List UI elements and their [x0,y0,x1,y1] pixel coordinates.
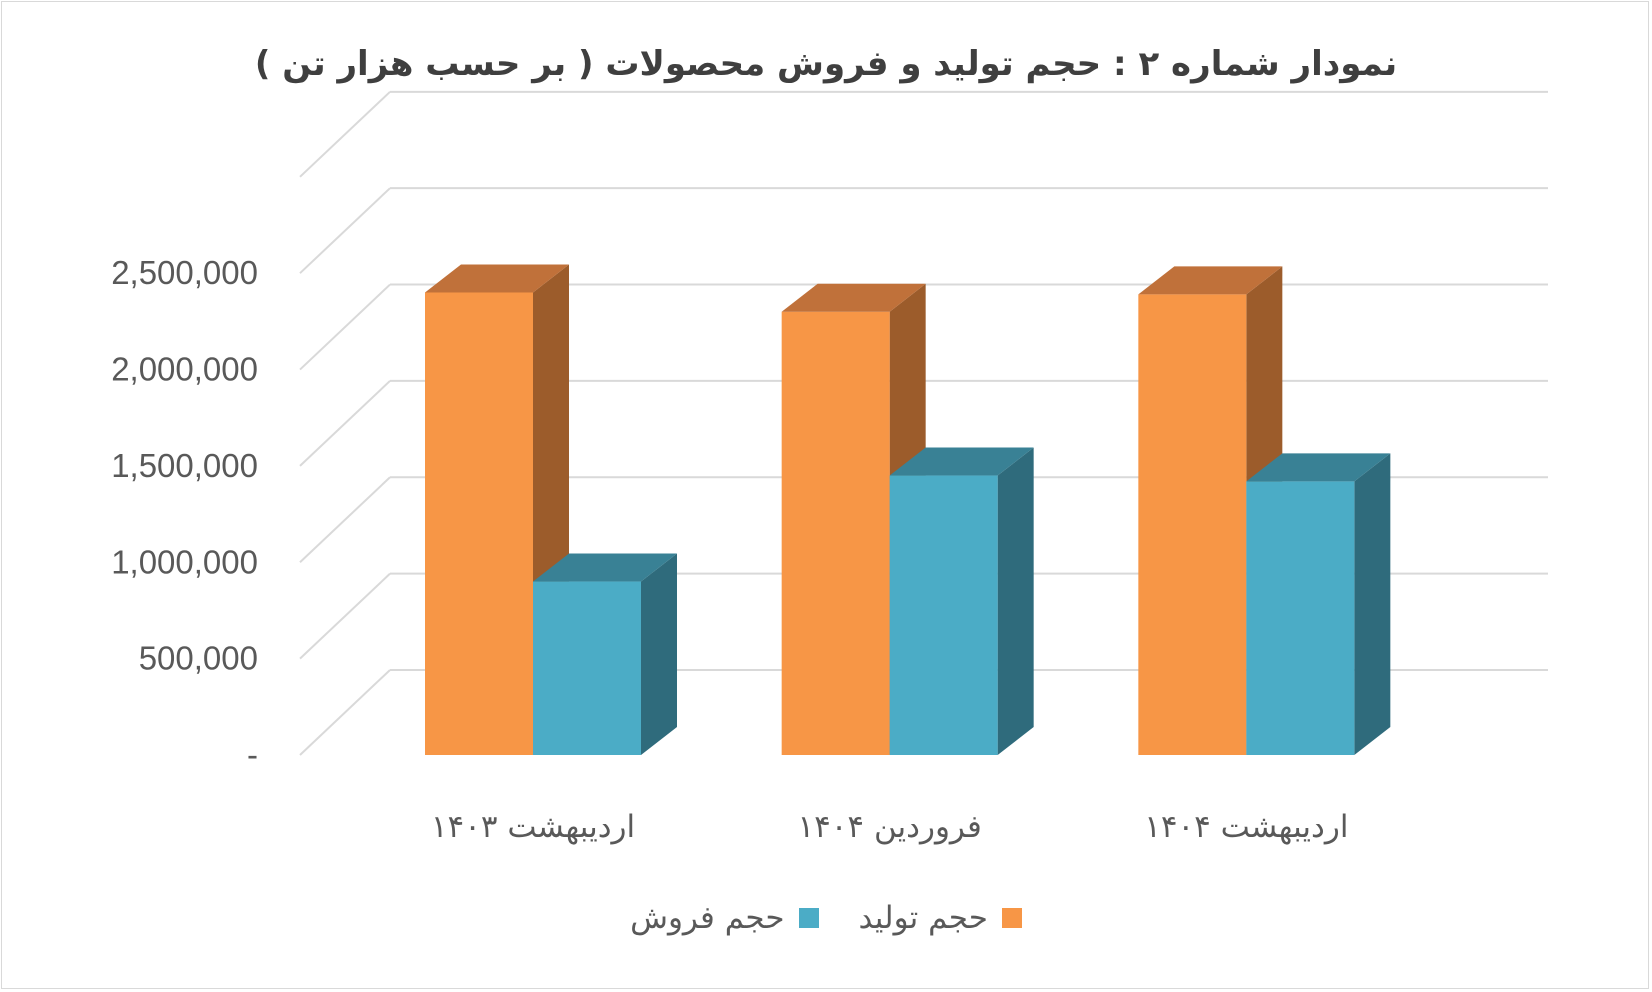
legend-swatch-sales [798,908,819,928]
legend-label-production: حجم تولید [858,900,988,936]
bar-production-front [1138,294,1247,755]
x-axis-ticks: اردیبهشت ۱۴۰۳ فروردین ۱۴۰۴ اردیبهشت ۱۴۰۴ [431,809,1349,845]
gridline-diagonal [299,283,391,371]
legend-item-production: حجم تولید [859,900,1022,936]
x-tick-label: اردیبهشت ۱۴۰۴ [1144,809,1348,845]
y-tick-label: - [247,736,258,773]
gridline-diagonal [299,572,391,660]
bar-sales-side [1354,453,1391,755]
bar-sales-front [1246,481,1355,755]
gridline-diagonal [299,380,391,467]
bar-sales-top [889,447,1034,476]
bar-sales-front [889,475,998,755]
x-tick-label: اردیبهشت ۱۴۰۳ [431,809,635,845]
bar-production-top [1138,266,1283,295]
gridline-diagonal [299,187,391,274]
bar-sales-front [533,581,641,755]
legend: حجم تولید حجم فروش [0,900,1652,936]
y-tick-label: 2,500,000 [111,254,258,291]
legend-swatch-production [1001,908,1022,928]
x-tick-label: فروردین ۱۴۰۴ [797,809,981,845]
chart-title: نمودار شماره ۲ : حجم تولید و فروش محصولا… [254,44,1398,84]
legend-item-sales: حجم فروش [630,900,819,936]
y-tick-label: 1,000,000 [111,543,258,580]
bar-production-top [781,283,926,312]
bar-sales-top [533,553,677,582]
y-axis-ticks: - 500,000 1,000,000 1,500,000 2,000,000 2,500… [111,254,258,773]
bars [425,264,1391,755]
bar-sales-top [1246,453,1391,482]
gridline-diagonal [299,669,391,756]
bar-production-front [781,311,890,755]
bar-sales-side [997,447,1034,755]
gridline-diagonal [299,476,391,563]
y-tick-label: 500,000 [139,640,258,677]
bar-sales-side [641,553,677,755]
gridline-diagonal [299,91,391,178]
y-tick-label: 1,500,000 [111,447,258,484]
bar-production-front [425,292,533,755]
bar-production-top [425,264,569,293]
y-tick-label: 2,000,000 [111,351,258,388]
legend-label-sales: حجم فروش [630,900,785,936]
